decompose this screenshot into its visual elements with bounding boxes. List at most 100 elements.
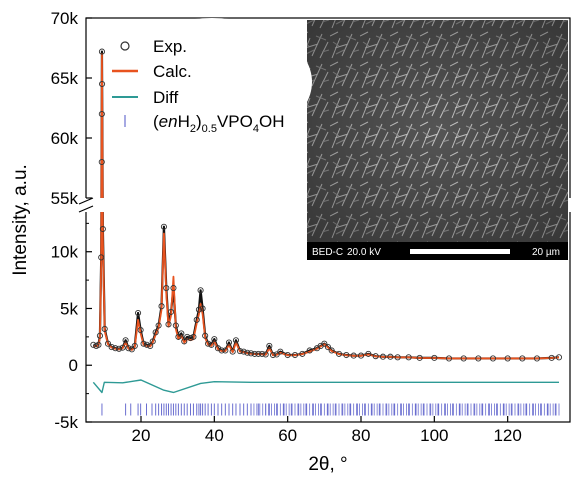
- exp-point: [291, 351, 299, 359]
- exp-point: [160, 223, 167, 230]
- legend-exp-label: Exp.: [153, 37, 187, 56]
- y-tick-label: 65k: [51, 69, 79, 88]
- sem-scale-bar: [410, 249, 510, 254]
- exp-point: [533, 355, 541, 362]
- exp-point: [99, 225, 106, 233]
- legend-exp-marker: [120, 41, 130, 51]
- exp-point: [387, 353, 394, 360]
- exp-point: [284, 351, 291, 359]
- legend: Exp. Calc. Diff (enH2)0.5VPO4OH: [112, 18, 312, 146]
- legend-diff-label: Diff: [153, 88, 178, 107]
- x-axis-label: 2θ, °: [308, 454, 347, 475]
- exp-point: [98, 158, 105, 166]
- exp-point: [202, 332, 209, 339]
- exp-point: [431, 354, 438, 361]
- y-tick-label: 10k: [51, 243, 79, 262]
- exp-point: [247, 350, 255, 357]
- exp-point: [165, 321, 172, 328]
- exp-point: [108, 344, 115, 351]
- exp-point: [225, 339, 233, 346]
- x-tick-label: 100: [420, 426, 448, 445]
- legend-phase-label: (enH2)0.5VPO4OH: [153, 112, 285, 135]
- exp-point: [328, 347, 335, 354]
- exp-point: [115, 345, 123, 352]
- exp-point: [244, 349, 251, 356]
- exp-point: [122, 337, 129, 344]
- exp-point: [187, 334, 194, 342]
- exp-point: [548, 354, 555, 361]
- exp-point: [519, 355, 526, 362]
- x-tick-label: 120: [493, 426, 521, 445]
- y-tick-label: 55k: [51, 189, 79, 208]
- exp-point: [112, 345, 119, 352]
- exp-point: [335, 350, 343, 357]
- exp-point: [489, 355, 497, 362]
- exp-point: [343, 351, 350, 359]
- exp-point: [155, 322, 162, 329]
- axis-break: [78, 197, 574, 213]
- exp-point: [365, 350, 372, 357]
- exp-point: [131, 342, 138, 349]
- exp-point: [101, 325, 108, 332]
- x-tick-label: 20: [132, 426, 151, 445]
- exp-point: [222, 347, 229, 354]
- exp-point: [277, 348, 284, 355]
- y-axis-label: Intensity, a.u.: [10, 164, 31, 276]
- exp-point: [172, 322, 179, 329]
- upper-panel: [98, 48, 106, 198]
- exp-point: [98, 254, 105, 261]
- exp-point: [555, 354, 563, 361]
- exp-point: [184, 333, 191, 340]
- y-tick-label: 0: [69, 356, 78, 375]
- exp-point: [240, 348, 247, 355]
- exp-point: [262, 351, 269, 358]
- exp-point: [147, 342, 154, 349]
- exp-point: [372, 353, 379, 360]
- exp-point: [152, 329, 159, 336]
- exp-point: [218, 347, 225, 354]
- exp-point: [232, 337, 240, 344]
- exp-point: [350, 352, 357, 359]
- exp-point: [125, 345, 132, 352]
- exp-point: [190, 333, 197, 340]
- exp-point: [119, 344, 126, 351]
- lower-panel: [90, 212, 563, 416]
- exp-point: [379, 353, 387, 360]
- exp-point: [321, 340, 328, 347]
- exp-point: [170, 285, 177, 292]
- exp-point: [460, 355, 467, 362]
- exp-point: [178, 330, 185, 337]
- exp-point: [205, 340, 212, 347]
- y-tick-label: 5k: [60, 299, 78, 318]
- sem-detector-label: BED-C: [312, 247, 343, 258]
- axis-ticks: 20 40 60 80 100 120 -5k 0 5k 10k 55k 60k 65k 70k: [51, 9, 522, 445]
- exp-point: [168, 308, 175, 315]
- exp-point: [229, 348, 236, 355]
- exp-point: [104, 340, 112, 347]
- y-tick-label: -5k: [54, 413, 78, 432]
- legend-calc-label: Calc.: [153, 62, 192, 81]
- exp-point: [475, 355, 482, 362]
- diff-line: [92, 379, 559, 394]
- exp-point: [163, 285, 170, 292]
- exp-point: [266, 342, 273, 349]
- exp-point: [299, 350, 306, 357]
- exp-point: [143, 341, 150, 348]
- exp-point: [255, 350, 262, 357]
- exp-point: [181, 338, 188, 345]
- exp-point: [251, 350, 258, 357]
- exp-point: [236, 348, 244, 355]
- exp-point: [208, 341, 215, 348]
- exp-point: [96, 332, 103, 339]
- exp-point: [445, 355, 453, 362]
- sem-scale-label: 20 µm: [532, 247, 560, 258]
- y-tick-label: 70k: [51, 9, 79, 28]
- exp-point: [199, 305, 206, 312]
- exp-point: [95, 341, 102, 348]
- exp-point: [195, 306, 202, 313]
- exp-point: [98, 110, 105, 118]
- exp-point: [149, 338, 156, 345]
- x-tick-label: 40: [205, 426, 224, 445]
- exp-point: [137, 327, 144, 334]
